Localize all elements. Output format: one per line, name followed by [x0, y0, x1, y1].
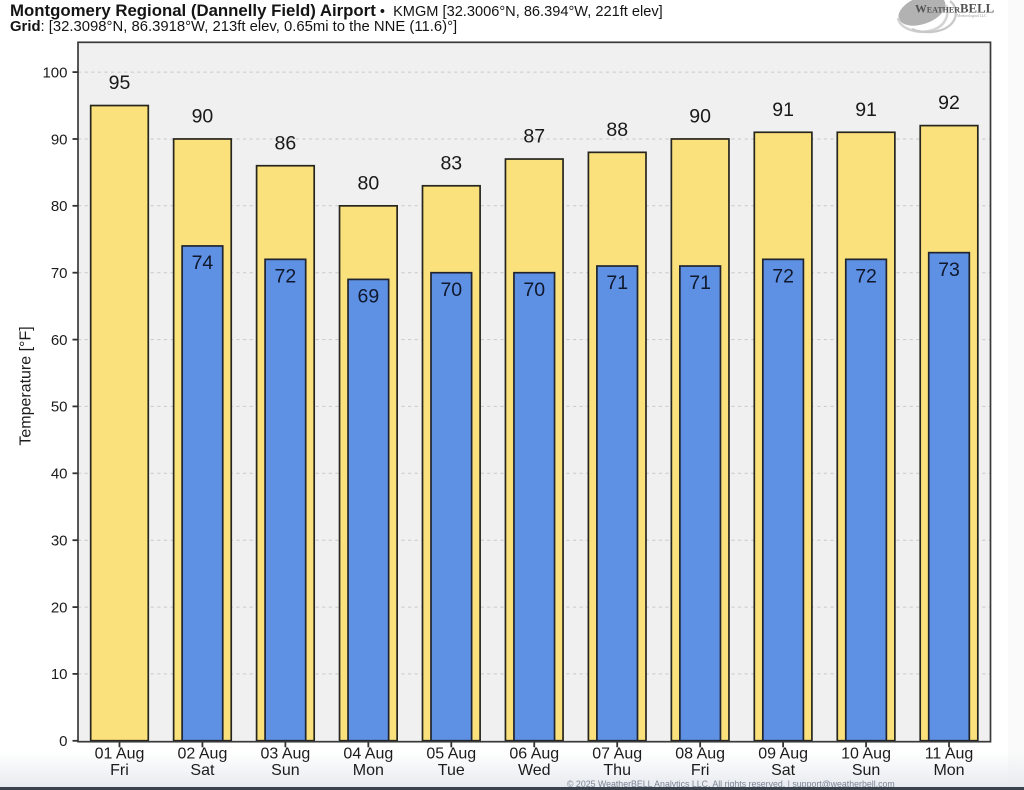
svg-text:70: 70 [51, 265, 68, 282]
svg-text:88: 88 [606, 119, 628, 141]
svg-text:100: 100 [42, 64, 67, 81]
svg-text:83: 83 [440, 152, 462, 174]
svg-text:05 Aug: 05 Aug [426, 746, 476, 763]
svg-text:Mon: Mon [353, 762, 384, 779]
svg-text:91: 91 [855, 99, 877, 121]
svg-text:40: 40 [51, 466, 68, 483]
svg-text:Fri: Fri [691, 762, 710, 779]
svg-text:06 Aug: 06 Aug [509, 746, 559, 763]
svg-text:04 Aug: 04 Aug [343, 746, 393, 763]
svg-text:08 Aug: 08 Aug [675, 746, 725, 763]
svg-text:Sun: Sun [852, 762, 880, 779]
svg-text:Temperature [°F]: Temperature [°F] [18, 326, 35, 445]
svg-text:71: 71 [606, 272, 628, 294]
svg-text:Fri: Fri [110, 762, 129, 779]
svg-text:90: 90 [689, 106, 711, 128]
svg-text:10: 10 [51, 666, 68, 683]
svg-text:95: 95 [109, 72, 131, 94]
svg-text:71: 71 [689, 272, 711, 294]
svg-text:50: 50 [51, 399, 68, 416]
svg-text:Wed: Wed [518, 762, 551, 779]
svg-text:0: 0 [59, 733, 67, 750]
svg-text:Meteorological LLC: Meteorological LLC [957, 14, 987, 18]
svg-text:03 Aug: 03 Aug [260, 746, 310, 763]
svg-text:72: 72 [855, 266, 877, 288]
svg-text:30: 30 [51, 533, 68, 550]
svg-text:Thu: Thu [603, 762, 631, 779]
svg-text:07 Aug: 07 Aug [592, 746, 642, 763]
svg-text:20: 20 [51, 599, 68, 616]
svg-text:87: 87 [523, 126, 545, 148]
svg-text:01 Aug: 01 Aug [95, 746, 145, 763]
svg-text:09 Aug: 09 Aug [758, 746, 808, 763]
svg-text:90: 90 [192, 106, 214, 128]
svg-text:73: 73 [938, 259, 960, 281]
svg-text:70: 70 [523, 279, 545, 301]
svg-text:70: 70 [440, 279, 462, 301]
svg-text:86: 86 [275, 132, 297, 154]
svg-text:60: 60 [51, 332, 68, 349]
svg-text:Sun: Sun [271, 762, 299, 779]
svg-text:WEATHERBELL: WEATHERBELL [915, 2, 994, 16]
svg-text:Mon: Mon [933, 762, 964, 779]
svg-text:10 Aug: 10 Aug [841, 746, 891, 763]
svg-text:92: 92 [938, 92, 960, 114]
svg-text:Tue: Tue [438, 762, 465, 779]
svg-text:69: 69 [357, 286, 379, 308]
svg-text:80: 80 [51, 198, 68, 215]
svg-text:90: 90 [51, 131, 68, 148]
svg-text:11 Aug: 11 Aug [925, 746, 974, 763]
svg-text:Sat: Sat [771, 762, 796, 779]
svg-text:Sat: Sat [190, 762, 215, 779]
svg-text:02 Aug: 02 Aug [178, 746, 228, 763]
svg-text:80: 80 [357, 172, 379, 194]
svg-text:91: 91 [772, 99, 794, 121]
svg-text:72: 72 [275, 266, 297, 288]
svg-text:74: 74 [192, 252, 214, 274]
svg-text:72: 72 [772, 266, 794, 288]
